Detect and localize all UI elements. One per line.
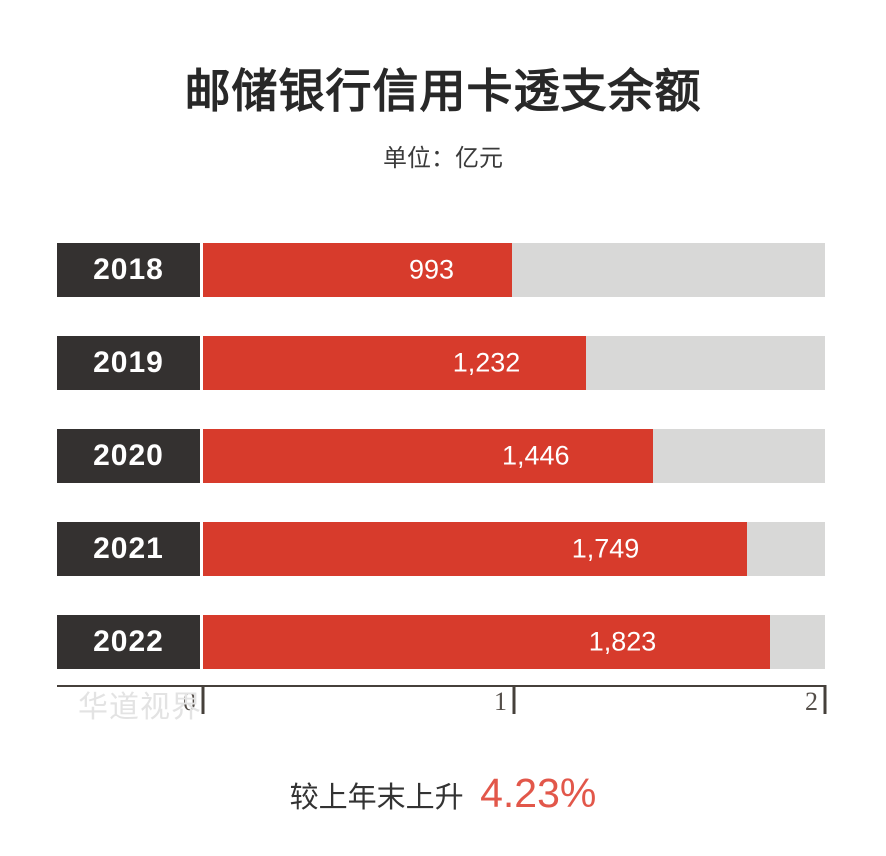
- x-tick-mark: [823, 685, 827, 714]
- year-label: 2018: [57, 243, 200, 297]
- year-label: 2019: [57, 336, 200, 390]
- chart-row: 2022 1,823: [57, 615, 825, 669]
- chart-row: 2019 1,232: [57, 336, 825, 390]
- bar-value-label: 1,232: [452, 347, 521, 378]
- x-tick-mark: [512, 685, 516, 714]
- x-tick-mark: [201, 685, 205, 714]
- bar-track: 1,749: [203, 522, 825, 576]
- x-tick-label: 2: [805, 687, 818, 716]
- bar-track: 993: [203, 243, 825, 297]
- footnote-text: 较上年末上升: [289, 782, 464, 814]
- bar-fill: 1,232: [203, 336, 587, 390]
- footnote-percentage: 4.23%: [480, 770, 597, 816]
- bar-track: 1,232: [203, 336, 825, 390]
- x-axis: 0 1 2: [57, 685, 827, 731]
- bar-track: 1,446: [203, 429, 825, 483]
- x-tick-label: 0: [183, 687, 196, 716]
- year-label: 2022: [57, 615, 200, 669]
- bar-fill: 1,446: [203, 429, 653, 483]
- year-label: 2020: [57, 429, 200, 483]
- year-label: 2021: [57, 522, 200, 576]
- x-axis-line: [57, 685, 825, 687]
- unit-label: 单位：亿元: [383, 145, 503, 172]
- chart-row: 2021 1,749: [57, 522, 825, 576]
- bar-value-label: 993: [408, 254, 455, 285]
- chart-row: 2020 1,446: [57, 429, 825, 483]
- bar-chart: 2018 993 2019 1,232 2020 1,446 2021: [57, 243, 825, 708]
- bar-value-label: 1,823: [588, 626, 657, 657]
- bar-fill: 1,823: [203, 615, 770, 669]
- bar-value-label: 1,446: [501, 440, 570, 471]
- chart-title: 邮储银行信用卡透支余额: [184, 65, 702, 117]
- x-tick-label: 1: [494, 687, 507, 716]
- bar-value-label: 1,749: [571, 533, 640, 564]
- footnote: 较上年末上升 4.23%: [0, 770, 886, 817]
- x-axis-ticks: 0 1 2: [183, 685, 827, 731]
- chart-row: 2018 993: [57, 243, 825, 297]
- bar-track: 1,823: [203, 615, 825, 669]
- bar-fill: 1,749: [203, 522, 747, 576]
- bar-fill: 993: [203, 243, 512, 297]
